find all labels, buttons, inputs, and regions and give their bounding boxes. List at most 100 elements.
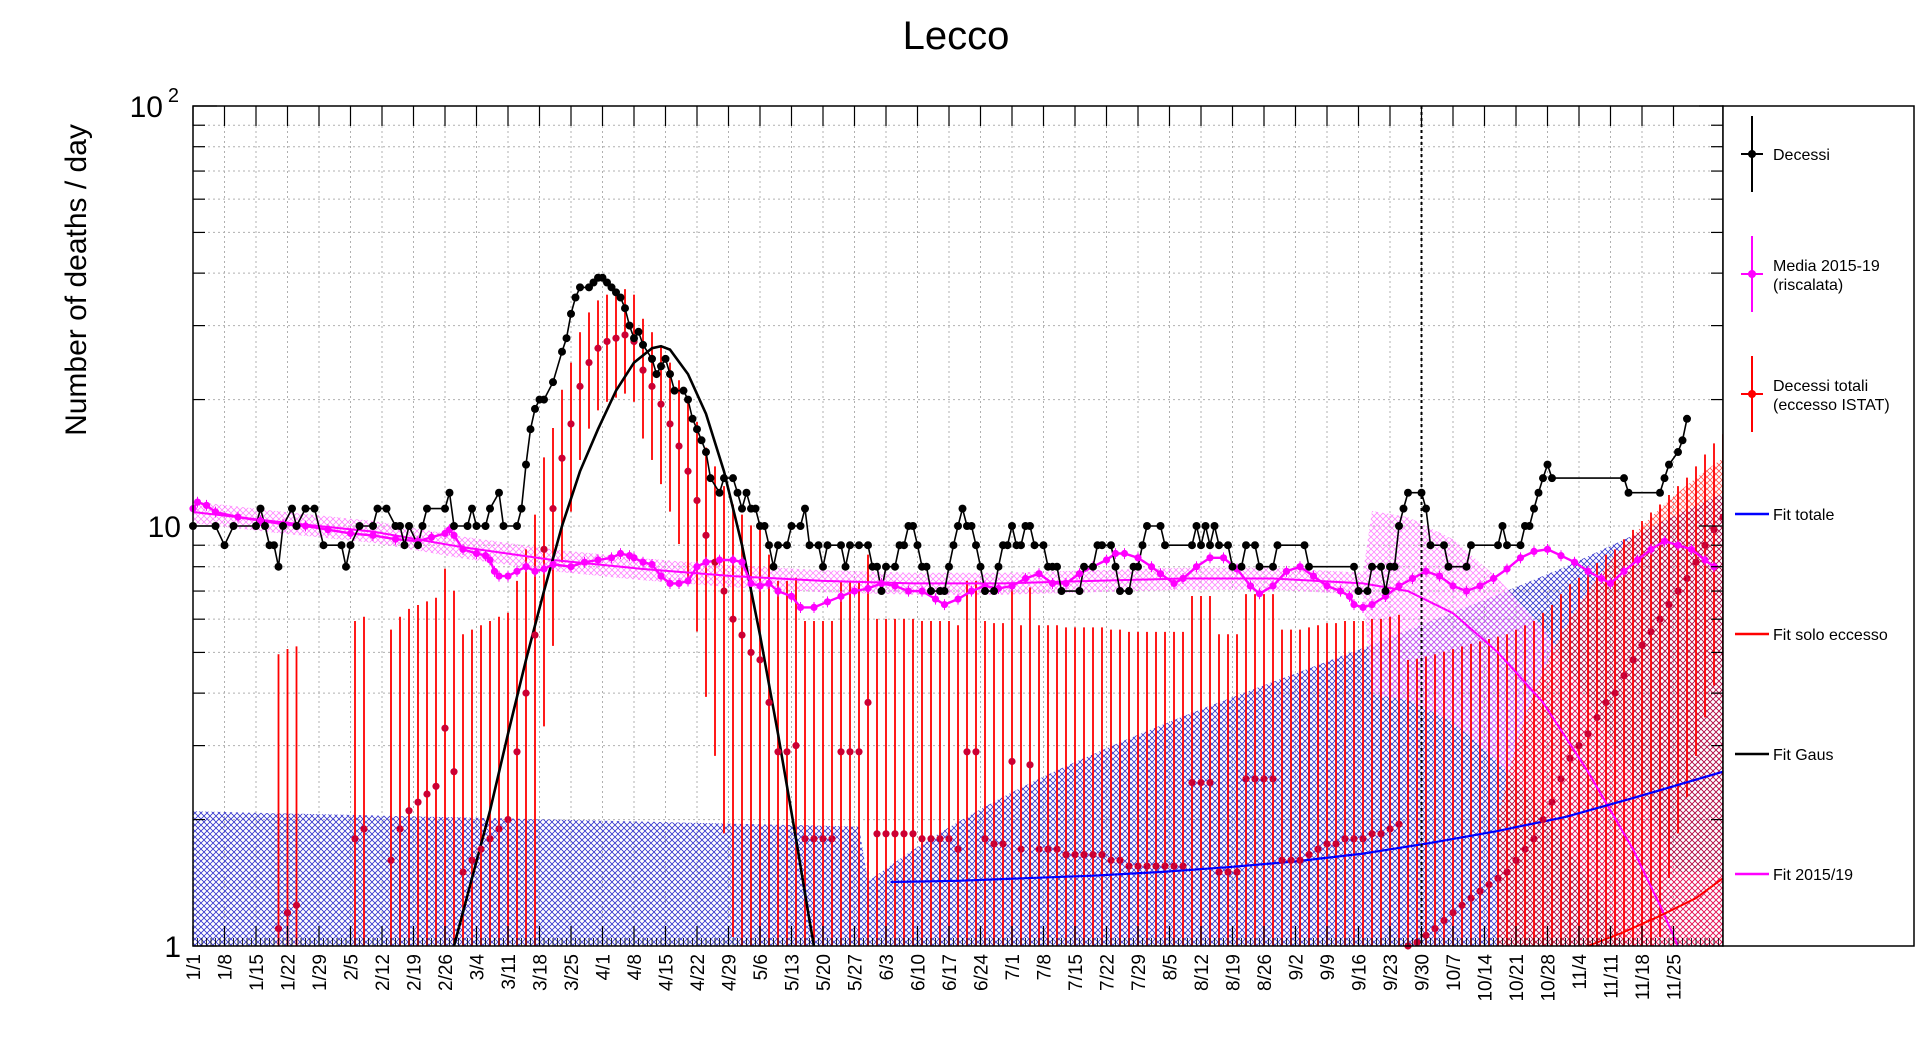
eccesso-point bbox=[558, 454, 566, 462]
x-tick-label: 1/1 bbox=[184, 954, 205, 980]
decessi-point bbox=[787, 522, 796, 530]
legend-label: Fit Gaus bbox=[1773, 747, 1833, 764]
y-tick-label: 1 bbox=[164, 931, 181, 964]
x-tick-label: 11/11 bbox=[1602, 954, 1623, 999]
media-point bbox=[427, 533, 436, 541]
eccesso-point bbox=[1476, 887, 1484, 895]
decessi-point bbox=[805, 541, 814, 550]
legend-label: Fit solo eccesso bbox=[1773, 627, 1888, 644]
eccesso-point bbox=[1035, 845, 1043, 853]
x-tick-label: 2/26 bbox=[436, 954, 457, 991]
decessi-point bbox=[486, 504, 494, 513]
decessi-point bbox=[1269, 562, 1277, 571]
eccesso-point bbox=[1053, 845, 1061, 853]
decessi-point bbox=[1660, 474, 1669, 483]
eccesso-point bbox=[1323, 840, 1331, 848]
media-point bbox=[531, 567, 539, 575]
decessi-point bbox=[819, 562, 827, 571]
media-point bbox=[234, 513, 242, 521]
eccesso-point bbox=[360, 825, 368, 833]
x-tick-label: 4/15 bbox=[657, 954, 678, 991]
decessi-point bbox=[729, 474, 737, 483]
eccesso-point bbox=[1152, 862, 1160, 870]
eccesso-point bbox=[450, 768, 458, 776]
eccesso-point bbox=[1386, 825, 1394, 833]
eccesso-point bbox=[567, 420, 575, 428]
media-point bbox=[1516, 554, 1525, 562]
eccesso-point bbox=[1017, 845, 1025, 853]
fit-totale-band bbox=[193, 493, 1723, 946]
eccesso-point bbox=[801, 835, 809, 843]
media-point bbox=[459, 545, 467, 553]
media-point bbox=[1170, 579, 1178, 588]
decessi-point bbox=[1665, 460, 1673, 469]
media-point bbox=[940, 600, 949, 609]
eccesso-point bbox=[1584, 730, 1592, 738]
eccesso-point bbox=[1098, 851, 1106, 859]
media-point bbox=[567, 563, 575, 571]
decessi-point bbox=[1543, 460, 1552, 469]
decessi-point bbox=[1422, 504, 1430, 513]
decessi-point bbox=[1656, 488, 1664, 497]
media-point bbox=[1557, 552, 1565, 560]
x-tick-label: 8/12 bbox=[1192, 954, 1213, 991]
decessi-point bbox=[846, 541, 854, 550]
decessi-point bbox=[1125, 587, 1133, 596]
x-tick-label: 7/1 bbox=[1003, 954, 1024, 980]
decessi-point bbox=[1300, 541, 1309, 550]
decessi-point bbox=[445, 488, 454, 497]
eccesso-point bbox=[1107, 856, 1115, 864]
eccesso-point bbox=[1368, 830, 1376, 838]
media-point bbox=[594, 556, 602, 564]
eccesso-point bbox=[549, 505, 557, 513]
x-tick-label: 5/27 bbox=[846, 954, 867, 991]
decessi-point bbox=[1197, 541, 1205, 550]
media-point bbox=[1062, 579, 1070, 588]
media-point bbox=[1336, 587, 1345, 595]
decessi-point bbox=[1080, 562, 1088, 571]
decessi-point bbox=[1368, 562, 1376, 571]
eccesso-point bbox=[1269, 775, 1277, 783]
decessi-point bbox=[940, 587, 949, 596]
eccesso-point bbox=[1125, 862, 1133, 870]
media-point bbox=[1422, 567, 1430, 575]
media-point bbox=[472, 549, 481, 558]
decessi-point bbox=[1363, 587, 1372, 596]
fit-2015-curve bbox=[192, 511, 1679, 947]
eccesso-point bbox=[774, 748, 782, 756]
fit-gaus-curve bbox=[452, 344, 816, 947]
eccesso-point bbox=[1089, 851, 1097, 859]
eccesso-point bbox=[1206, 778, 1214, 787]
eccesso-point bbox=[837, 748, 845, 756]
media-point bbox=[607, 554, 616, 562]
decessi-point bbox=[562, 334, 571, 343]
legend-label-line2: (riscalata) bbox=[1773, 277, 1843, 294]
decessi-point bbox=[922, 562, 931, 571]
x-tick-label: 2/19 bbox=[405, 954, 426, 991]
eccesso-point bbox=[1188, 778, 1196, 787]
x-tick-label: 10/14 bbox=[1476, 954, 1497, 1002]
decessi-point bbox=[1089, 562, 1097, 571]
media-point bbox=[1035, 570, 1043, 578]
eccesso-point bbox=[1629, 656, 1637, 664]
x-tick-label: 6/17 bbox=[940, 954, 961, 991]
eccesso-point bbox=[292, 901, 301, 909]
decessi-point bbox=[909, 522, 917, 530]
decessi-point bbox=[976, 562, 985, 571]
decessi-point bbox=[1548, 474, 1556, 483]
media-point bbox=[1179, 574, 1187, 583]
eccesso-point bbox=[1521, 845, 1529, 853]
eccesso-point bbox=[540, 545, 548, 553]
media-point bbox=[765, 579, 773, 588]
decessi-point bbox=[652, 370, 661, 379]
decessi-point bbox=[450, 522, 458, 530]
decessi-point bbox=[1381, 587, 1390, 596]
decessi-point bbox=[661, 354, 670, 363]
decessi-point bbox=[1530, 504, 1538, 513]
media-point bbox=[1192, 563, 1201, 571]
decessi-point bbox=[481, 522, 490, 530]
decessi-point bbox=[220, 541, 229, 550]
decessi-point bbox=[567, 309, 575, 318]
decessi-point bbox=[967, 522, 976, 530]
decessi-point bbox=[1674, 448, 1682, 457]
